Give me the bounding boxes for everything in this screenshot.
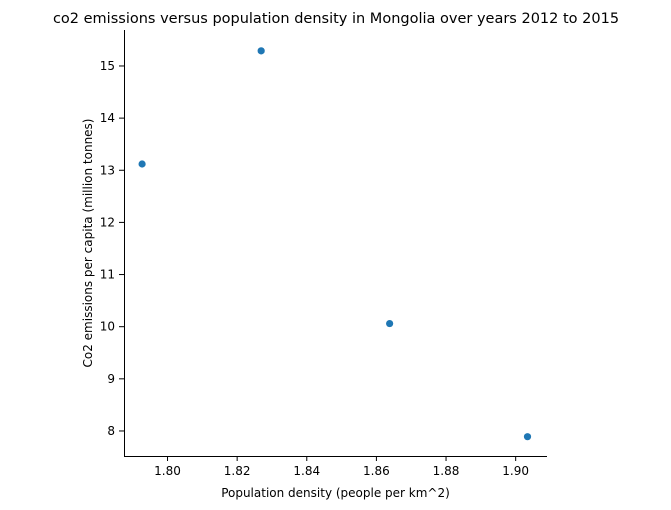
y-axis-label: Co2 emissions per capita (million tonnes… [81,119,95,368]
x-axis-label: Population density (people per km^2) [221,486,450,500]
data-points [138,47,532,441]
y-tick-label: 11 [100,268,115,282]
y-tick-label: 10 [100,320,115,334]
plot-area: 1.80 1.82 1.84 1.86 1.88 1.90 8 9 10 11 12 13 14 15 [100,30,547,478]
y-tick-label: 15 [100,59,115,73]
x-tick-label: 1.84 [293,464,320,478]
data-point [138,160,146,168]
y-tick-label: 14 [100,111,115,125]
data-point [386,319,394,328]
x-tick-label: 1.82 [224,464,251,478]
y-tick-label: 12 [100,215,115,229]
x-tick-label: 1.80 [154,464,181,478]
x-tick-label: 1.86 [363,464,390,478]
data-point [257,47,265,55]
y-tick-label: 8 [107,424,115,438]
chart-title: co2 emissions versus population density … [53,11,619,27]
y-tick-label: 9 [107,372,115,386]
x-tick-label: 1.88 [433,464,460,478]
data-point [523,433,532,441]
y-ticks: 8 9 10 11 12 13 14 15 [100,59,124,438]
x-tick-label: 1.90 [502,464,529,478]
x-ticks: 1.80 1.82 1.84 1.86 1.88 1.90 [154,456,529,478]
y-tick-label: 13 [100,163,115,177]
